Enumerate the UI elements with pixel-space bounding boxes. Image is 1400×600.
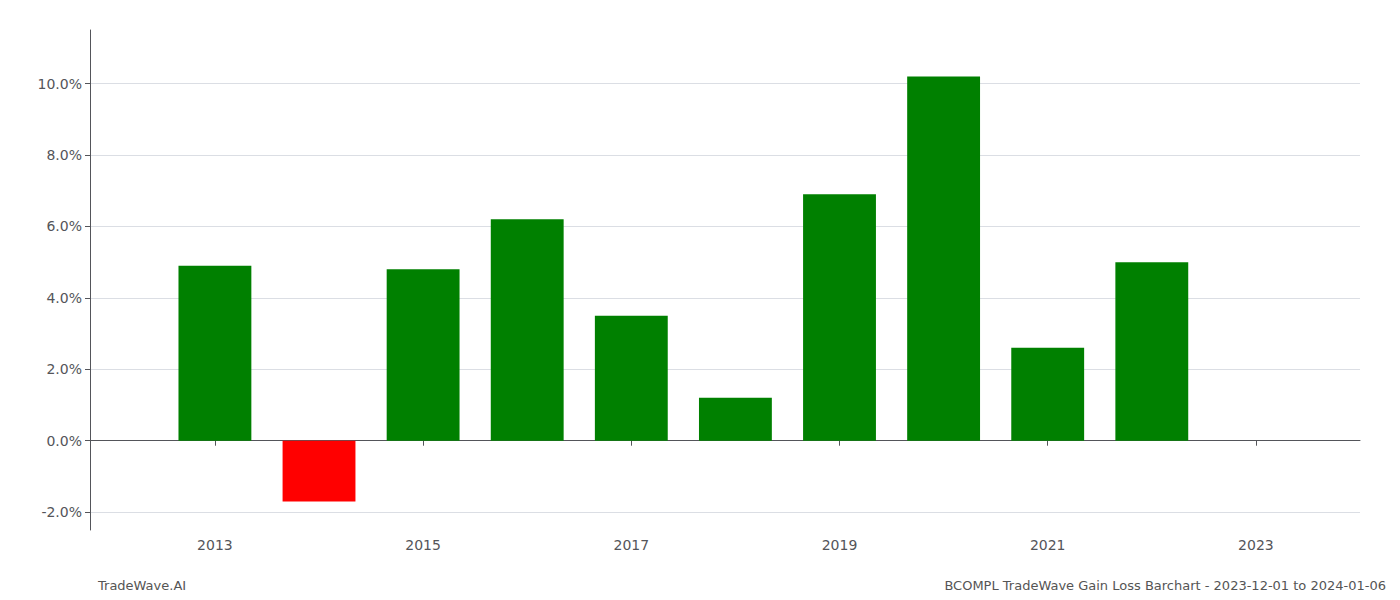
svg-text:10.0%: 10.0% <box>38 76 82 92</box>
svg-text:BCOMPL TradeWave Gain Loss Bar: BCOMPL TradeWave Gain Loss Barchart - 20… <box>944 578 1386 593</box>
svg-text:-2.0%: -2.0% <box>41 504 82 520</box>
svg-text:6.0%: 6.0% <box>46 218 82 234</box>
svg-text:2013: 2013 <box>197 537 233 553</box>
svg-text:4.0%: 4.0% <box>46 290 82 306</box>
svg-text:0.0%: 0.0% <box>46 433 82 449</box>
svg-text:2019: 2019 <box>822 537 858 553</box>
svg-text:2021: 2021 <box>1030 537 1066 553</box>
svg-text:2015: 2015 <box>405 537 441 553</box>
svg-text:TradeWave.AI: TradeWave.AI <box>97 578 186 593</box>
svg-text:2017: 2017 <box>613 537 649 553</box>
svg-text:8.0%: 8.0% <box>46 147 82 163</box>
svg-text:2023: 2023 <box>1238 537 1274 553</box>
svg-text:2.0%: 2.0% <box>46 361 82 377</box>
